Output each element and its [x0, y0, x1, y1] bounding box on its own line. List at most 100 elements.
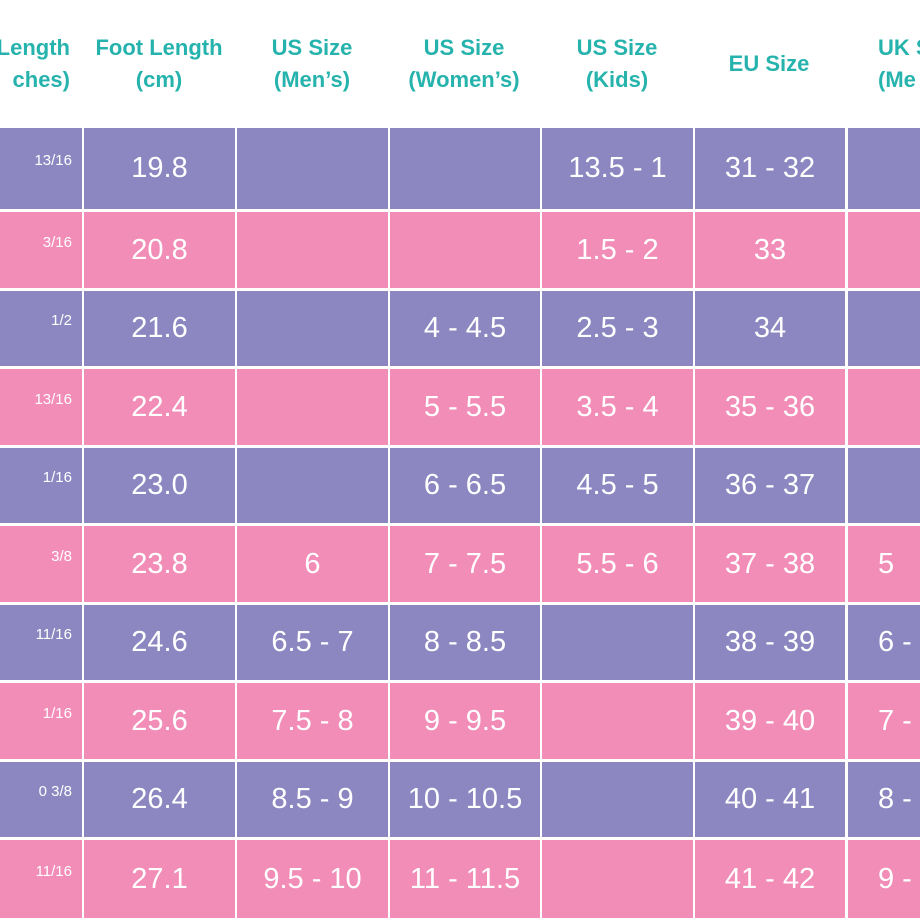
header-eu-size: EU Size: [689, 0, 849, 128]
cell-us-mens-text: 6.5 - 7: [271, 626, 354, 658]
cell-us-womens: [390, 212, 540, 288]
header-foot-length-inches-line1: Length: [0, 35, 70, 60]
cell-us-mens-text: 8.5 - 9: [271, 783, 354, 815]
cell-us-womens: 9 - 9.5: [390, 683, 540, 759]
cell-eu: 41 - 42: [695, 840, 845, 918]
cell-us-mens: 7.5 - 8: [237, 683, 388, 759]
cell-length-inches-text: 3/16: [42, 233, 72, 251]
cell-us-womens-text: 5 - 5.5: [423, 390, 507, 423]
cell-us-womens: 11 - 11.5: [390, 840, 540, 918]
cell-eu-text: 38 - 39: [724, 626, 816, 658]
cell-us-mens: 6.5 - 7: [237, 605, 388, 680]
header-us-size-mens: US Size (Men’s): [232, 0, 392, 128]
cell-length-cm-text: 25.6: [131, 704, 188, 737]
cell-eu-text: 35 - 36: [724, 390, 816, 423]
cell-us-mens: [237, 369, 388, 445]
cell-length-inches: 11/16: [0, 840, 82, 918]
table-row: 13/16 22.4 5 - 5.5 3.5 - 4 35 - 36: [0, 369, 920, 445]
cell-length-inches: 1/16: [0, 448, 82, 523]
header-foot-length-cm-line1: Foot Length: [95, 35, 223, 60]
cell-us-womens: [390, 128, 540, 209]
cell-uk-mens: 9 -: [848, 840, 920, 918]
cell-length-cm: 21.6: [84, 291, 235, 366]
header-us-size-kids: US Size (Kids): [537, 0, 697, 128]
cell-us-kids: [542, 605, 693, 680]
table-row: 1/16 25.6 7.5 - 8 9 - 9.5 39 - 40 7 -: [0, 683, 920, 759]
cell-us-kids: [542, 840, 693, 918]
cell-length-inches-text: 3/8: [51, 547, 72, 565]
table-row: 11/16 24.6 6.5 - 7 8 - 8.5 38 - 39 6 -: [0, 605, 920, 680]
cell-us-mens-text: 7.5 - 8: [271, 704, 354, 737]
table-row: 3/8 23.8 6 7 - 7.5 5.5 - 6 37 - 38 5: [0, 526, 920, 602]
header-foot-length-cm-line2: (cm): [135, 67, 183, 92]
cell-us-womens: 5 - 5.5: [390, 369, 540, 445]
header-uk-size-mens: UK S (Me: [878, 0, 920, 128]
cell-uk-mens-text: 8 -: [878, 783, 912, 815]
table-row: 3/16 20.8 1.5 - 2 33: [0, 212, 920, 288]
cell-length-cm-text: 23.0: [131, 469, 188, 501]
cell-uk-mens: 7 -: [848, 683, 920, 759]
cell-length-inches-text: 11/16: [35, 862, 72, 880]
cell-length-inches-text: 13/16: [34, 152, 72, 169]
cell-us-kids: 13.5 - 1: [542, 128, 693, 209]
cell-uk-mens: 6 -: [848, 605, 920, 680]
header-us-size-mens-line2: (Men’s): [273, 67, 351, 92]
header-uk-size-mens-line2: (Me: [878, 67, 916, 92]
header-foot-length-cm: Foot Length (cm): [79, 0, 239, 128]
cell-us-kids-text: 2.5 - 3: [576, 312, 659, 344]
cell-eu-text: 36 - 37: [724, 469, 816, 501]
cell-us-kids: 5.5 - 6: [542, 526, 693, 602]
cell-length-cm: 23.0: [84, 448, 235, 523]
cell-us-kids-text: 5.5 - 6: [576, 547, 659, 580]
cell-us-womens: 8 - 8.5: [390, 605, 540, 680]
cell-length-cm: 24.6: [84, 605, 235, 680]
cell-us-mens: [237, 291, 388, 366]
cell-eu: 39 - 40: [695, 683, 845, 759]
cell-eu-text: 31 - 32: [724, 152, 816, 184]
cell-us-kids: 1.5 - 2: [542, 212, 693, 288]
cell-eu-text: 37 - 38: [724, 547, 816, 580]
cell-us-kids: [542, 683, 693, 759]
cell-us-womens-text: 6 - 6.5: [423, 469, 507, 501]
cell-us-kids: [542, 762, 693, 837]
cell-length-inches-text: 0 3/8: [38, 783, 72, 800]
cell-uk-mens: 5: [848, 526, 920, 602]
cell-uk-mens-text: 7 -: [878, 704, 912, 737]
cell-us-kids-text: 4.5 - 5: [576, 469, 659, 501]
cell-us-mens: 9.5 - 10: [237, 840, 388, 918]
cell-length-cm: 23.8: [84, 526, 235, 602]
cell-length-inches: 3/8: [0, 526, 82, 602]
cell-us-mens-text: 6: [304, 547, 321, 580]
cell-uk-mens: [848, 128, 920, 209]
cell-uk-mens: [848, 212, 920, 288]
cell-us-mens: [237, 128, 388, 209]
cell-length-inches-text: 11/16: [35, 626, 72, 643]
cell-length-cm-text: 22.4: [131, 390, 188, 423]
cell-us-womens-text: 4 - 4.5: [423, 312, 507, 344]
cell-length-inches-text: 13/16: [34, 390, 72, 408]
cell-eu-text: 33: [753, 233, 787, 266]
cell-length-inches-text: 1/2: [51, 312, 72, 329]
cell-us-womens-text: 11 - 11.5: [409, 862, 521, 895]
cell-us-womens-text: 10 - 10.5: [407, 783, 523, 815]
cell-length-cm-text: 23.8: [131, 547, 188, 580]
cell-length-cm-text: 19.8: [131, 152, 188, 184]
cell-eu: 31 - 32: [695, 128, 845, 209]
cell-us-mens: 6: [237, 526, 388, 602]
cell-us-kids-text: 3.5 - 4: [576, 390, 659, 423]
header-us-size-womens-line1: US Size: [423, 35, 505, 60]
cell-uk-mens-text: 5: [878, 547, 895, 580]
cell-length-cm-text: 21.6: [131, 312, 188, 344]
cell-eu-text: 34: [753, 312, 787, 344]
header-us-size-womens: US Size (Women’s): [384, 0, 544, 128]
cell-length-cm: 26.4: [84, 762, 235, 837]
cell-us-kids-text: 13.5 - 1: [568, 152, 667, 184]
cell-us-womens-text: 8 - 8.5: [423, 626, 507, 658]
cell-length-inches: 11/16: [0, 605, 82, 680]
cell-length-cm: 22.4: [84, 369, 235, 445]
cell-us-kids: 4.5 - 5: [542, 448, 693, 523]
cell-us-kids-text: 1.5 - 2: [576, 233, 659, 266]
cell-eu-text: 39 - 40: [724, 704, 816, 737]
cell-length-inches-text: 1/16: [42, 704, 72, 722]
cell-length-cm: 20.8: [84, 212, 235, 288]
